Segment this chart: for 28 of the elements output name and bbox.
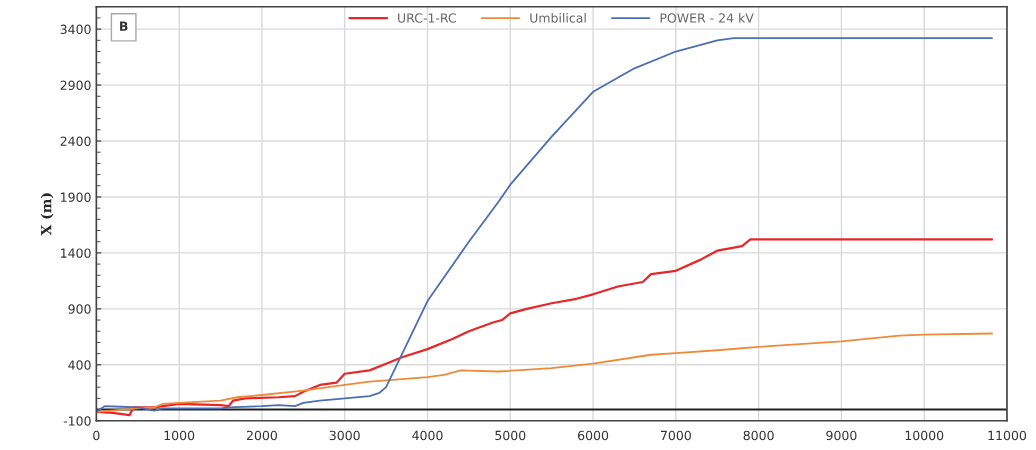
- x-tick-label: 4000: [412, 430, 443, 441]
- line-series: [96, 238, 994, 417]
- legend-label: Umbilical: [530, 13, 586, 23]
- legend-label: URC-1-RC: [398, 13, 457, 23]
- y-tick-label: -100: [63, 416, 91, 426]
- y-tick-label: 2900: [60, 80, 91, 90]
- y-tick-label: 3400: [60, 24, 91, 35]
- x-tick-label: 6000: [578, 430, 609, 441]
- y-tick-label: 900: [68, 304, 91, 314]
- x-tick-label: 8000: [743, 430, 774, 441]
- x-tick-label: 10000: [905, 430, 944, 441]
- x-tick-label: 5000: [495, 430, 526, 441]
- x-tick-label: 3000: [329, 430, 360, 441]
- x-tick-label: 11000: [988, 430, 1027, 441]
- line-series: [96, 332, 993, 413]
- annotation: B: [120, 21, 128, 31]
- y-tick-label: 1900: [61, 192, 91, 202]
- y-tick-label: 400: [68, 360, 91, 370]
- y-axis-title: X (m): [40, 193, 54, 236]
- x-tick-label: 0: [93, 430, 100, 441]
- legend-label: POWER - 24 kV: [660, 13, 754, 23]
- x-tick-label: 9000: [826, 430, 857, 441]
- x-tick-label: 1000: [164, 430, 195, 441]
- line-series: [96, 37, 993, 413]
- y-tick-label: 2400: [60, 136, 91, 146]
- y-tick-label: 1400: [61, 248, 91, 258]
- x-tick-label: 2000: [246, 430, 277, 441]
- x-tick-label: 7000: [660, 430, 691, 441]
